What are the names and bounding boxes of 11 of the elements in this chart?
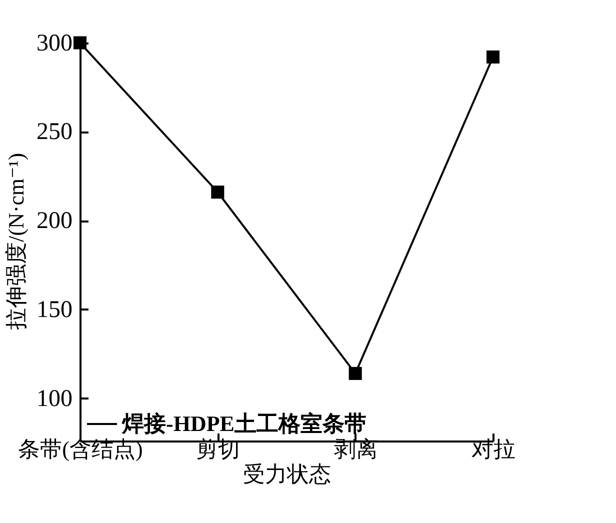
point [211, 186, 224, 199]
x-axis-title: 受力状态 [243, 462, 331, 486]
y-tick-label: 150 [36, 296, 72, 323]
y-tick-label: 100 [36, 386, 72, 412]
point [348, 366, 362, 380]
point [486, 50, 500, 64]
y-tick-label: 200 [36, 208, 72, 234]
y-tick-label: 250 [36, 119, 72, 146]
y-tick-label: 300 [36, 30, 72, 56]
legend-label: 焊接-HDPE土工格室条带 [121, 411, 366, 436]
y-axis-title: 拉伸强度/(N·cm⁻¹) [4, 152, 28, 330]
